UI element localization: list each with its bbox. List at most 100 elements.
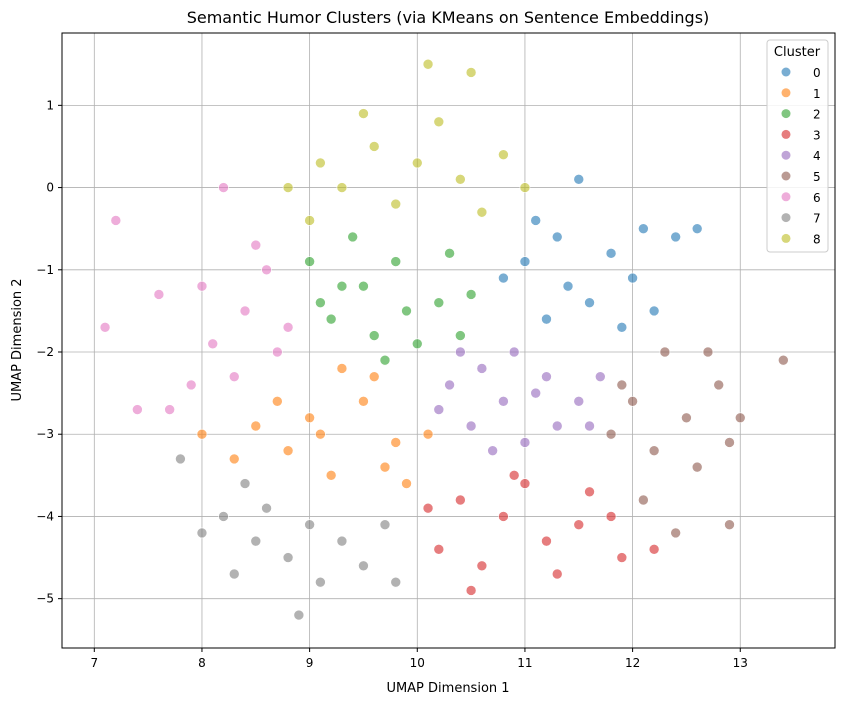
point-cluster-0 — [627, 272, 638, 284]
point-cluster-3 — [541, 535, 552, 547]
point-cluster-4 — [498, 396, 509, 407]
point-cluster-4 — [541, 371, 552, 382]
point-cluster-2 — [401, 305, 412, 317]
point-cluster-5 — [724, 437, 735, 448]
point-cluster-3 — [551, 568, 563, 580]
x-tick-label: 13 — [733, 656, 748, 670]
point-cluster-5 — [605, 428, 617, 440]
x-tick-label: 11 — [517, 656, 532, 670]
point-cluster-4 — [519, 437, 531, 448]
point-cluster-5 — [713, 379, 725, 391]
point-cluster-4 — [551, 420, 563, 432]
point-cluster-3 — [476, 560, 488, 572]
point-cluster-1 — [304, 412, 315, 424]
point-cluster-8 — [455, 174, 466, 185]
data-points — [99, 58, 789, 621]
point-cluster-0 — [670, 231, 681, 243]
y-tick-label: −5 — [36, 592, 54, 606]
point-cluster-0 — [519, 256, 531, 267]
point-cluster-1 — [282, 445, 294, 456]
point-cluster-4 — [455, 346, 466, 358]
point-cluster-6 — [153, 289, 165, 300]
point-cluster-2 — [368, 330, 380, 341]
point-cluster-0 — [638, 223, 649, 234]
point-cluster-6 — [164, 404, 175, 415]
point-cluster-8 — [519, 182, 531, 193]
legend-marker-1 — [781, 88, 791, 98]
point-cluster-7 — [261, 502, 272, 514]
point-cluster-8 — [411, 157, 423, 169]
point-cluster-0 — [648, 305, 660, 317]
point-cluster-3 — [465, 585, 477, 596]
point-cluster-1 — [368, 371, 380, 382]
point-cluster-4 — [433, 404, 445, 415]
point-cluster-7 — [390, 576, 402, 588]
point-cluster-5 — [638, 494, 649, 506]
point-cluster-7 — [228, 568, 240, 580]
point-cluster-0 — [551, 231, 563, 243]
point-cluster-1 — [272, 396, 283, 407]
legend: Cluster 0 1 2 3 4 5 6 7 8 — [766, 39, 829, 253]
point-cluster-1 — [390, 437, 402, 448]
point-cluster-2 — [411, 338, 423, 350]
point-cluster-6 — [99, 322, 111, 333]
point-cluster-1 — [325, 470, 337, 481]
point-cluster-3 — [573, 519, 585, 530]
x-tick-label: 9 — [306, 656, 314, 670]
point-cluster-5 — [691, 461, 703, 473]
point-cluster-4 — [530, 387, 542, 399]
point-cluster-2 — [315, 297, 326, 308]
point-cluster-6 — [110, 215, 122, 226]
point-cluster-8 — [358, 108, 369, 119]
point-cluster-6 — [185, 379, 197, 391]
point-cluster-6 — [282, 322, 294, 333]
point-cluster-0 — [541, 313, 552, 325]
legend-marker-5 — [781, 171, 791, 181]
point-cluster-3 — [508, 470, 520, 481]
point-cluster-7 — [315, 576, 326, 588]
point-cluster-1 — [250, 420, 262, 432]
y-tick-label: −3 — [36, 427, 54, 441]
legend-title: Cluster — [774, 45, 821, 60]
legend-items: 0 1 2 3 4 5 6 7 8 — [781, 66, 821, 246]
x-tick-label: 12 — [625, 656, 640, 670]
point-cluster-1 — [196, 428, 208, 440]
point-cluster-5 — [724, 519, 735, 530]
point-cluster-7 — [304, 519, 315, 530]
y-tick-label: −4 — [36, 509, 54, 523]
point-cluster-0 — [573, 174, 585, 185]
point-cluster-3 — [605, 511, 617, 522]
point-cluster-2 — [325, 313, 337, 325]
point-cluster-7 — [379, 519, 391, 530]
point-cluster-2 — [304, 256, 315, 267]
point-cluster-8 — [304, 215, 315, 226]
legend-label-3: 3 — [813, 128, 821, 142]
point-cluster-0 — [584, 297, 595, 308]
point-cluster-5 — [702, 346, 714, 358]
point-cluster-8 — [336, 182, 348, 193]
point-cluster-4 — [573, 396, 585, 407]
point-cluster-8 — [422, 58, 434, 70]
legend-label-2: 2 — [813, 108, 821, 122]
legend-marker-4 — [781, 150, 791, 160]
point-cluster-2 — [347, 231, 358, 243]
point-cluster-8 — [465, 67, 477, 78]
point-cluster-1 — [336, 363, 348, 374]
legend-label-0: 0 — [813, 66, 821, 80]
legend-marker-0 — [781, 67, 791, 77]
point-cluster-2 — [465, 289, 477, 300]
legend-label-4: 4 — [813, 149, 821, 163]
legend-marker-8 — [781, 233, 791, 243]
point-cluster-0 — [562, 280, 574, 292]
point-cluster-5 — [670, 527, 681, 539]
point-cluster-8 — [315, 157, 326, 169]
point-cluster-0 — [530, 215, 542, 226]
chart-title: Semantic Humor Clusters (via KMeans on S… — [187, 8, 710, 27]
point-cluster-0 — [616, 322, 628, 333]
point-cluster-8 — [368, 141, 380, 152]
point-cluster-6 — [132, 404, 143, 415]
legend-marker-6 — [781, 192, 791, 202]
grid-lines — [62, 33, 835, 648]
